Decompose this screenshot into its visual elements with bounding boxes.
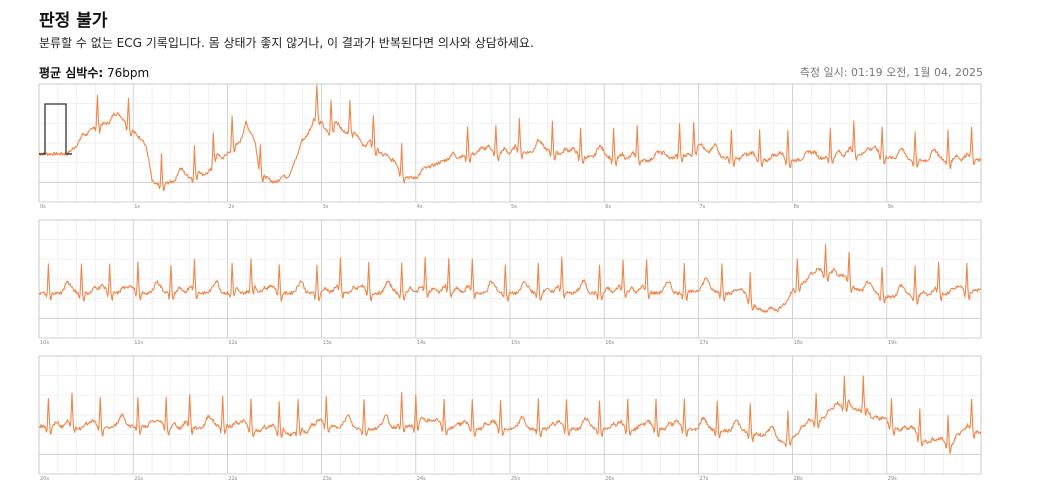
page-title: 판정 불가	[39, 11, 108, 31]
average-heart-rate-value: 76bpm	[107, 66, 150, 80]
ecg-strip-svg: 0s 1s 2s 3s 4s 5s 6s 7s 8s 9s	[38, 83, 982, 210]
x-tick-label: 14s	[417, 340, 426, 346]
x-tick-label: 27s	[699, 476, 708, 482]
x-tick-label: 3s	[323, 204, 329, 210]
x-tick-label: 5s	[511, 204, 517, 210]
ecg-trace	[38, 84, 982, 192]
x-tick-label: 15s	[511, 340, 520, 346]
measurement-timestamp: 측정 일시: 01:19 오전, 1월 04, 2025	[799, 66, 983, 79]
x-tick-label: 11s	[134, 340, 143, 346]
x-tick-label: 16s	[605, 340, 614, 346]
ecg-grid	[38, 219, 982, 339]
ecg-trace	[38, 243, 982, 313]
ecg-grid	[38, 83, 982, 203]
x-tick-label: 10s	[40, 340, 49, 346]
x-tick-label: 7s	[699, 204, 705, 210]
calibration-pulse	[39, 103, 72, 155]
average-heart-rate-label: 평균 심박수:	[39, 66, 104, 80]
x-tick-label: 29s	[888, 476, 897, 482]
x-tick-label: 6s	[605, 204, 611, 210]
x-tick-label: 22s	[228, 476, 237, 482]
ecg-strip-svg: 10s 11s 12s 13s 14s 15s 16s 17s 18s 19s	[38, 219, 982, 346]
ecg-strip-10-20s: 10s 11s 12s 13s 14s 15s 16s 17s 18s 19s	[38, 219, 982, 346]
x-tick-label: 24s	[417, 476, 426, 482]
result-description: 분류할 수 없는 ECG 기록입니다. 몸 상태가 좋지 않거나, 이 결과가 …	[39, 36, 534, 50]
measurement-meta-row: 평균 심박수: 76bpm 측정 일시: 01:19 오전, 1월 04, 20…	[39, 64, 983, 80]
x-tick-label: 0s	[40, 204, 46, 210]
ecg-trace	[38, 375, 982, 454]
x-tick-label: 23s	[323, 476, 332, 482]
ecg-grid	[38, 355, 982, 475]
ecg-strip-20-30s: 20s 21s 22s 23s 24s 25s 26s 27s 28s 29s	[38, 355, 982, 482]
x-tick-label: 19s	[888, 340, 897, 346]
x-tick-label: 26s	[605, 476, 614, 482]
x-tick-label: 21s	[134, 476, 143, 482]
x-tick-label: 8s	[794, 204, 800, 210]
x-tick-label: 2s	[228, 204, 234, 210]
x-tick-label: 13s	[323, 340, 332, 346]
x-tick-label: 9s	[888, 204, 894, 210]
x-tick-label: 17s	[699, 340, 708, 346]
x-tick-label: 28s	[794, 476, 803, 482]
x-tick-label: 1s	[134, 204, 140, 210]
x-tick-label: 25s	[511, 476, 520, 482]
x-tick-label: 18s	[794, 340, 803, 346]
x-tick-label: 12s	[228, 340, 237, 346]
ecg-strip-0-10s: 0s 1s 2s 3s 4s 5s 6s 7s 8s 9s	[38, 83, 982, 210]
ecg-strip-svg: 20s 21s 22s 23s 24s 25s 26s 27s 28s 29s	[38, 355, 982, 482]
x-tick-label: 4s	[417, 204, 423, 210]
x-tick-label: 20s	[40, 476, 49, 482]
